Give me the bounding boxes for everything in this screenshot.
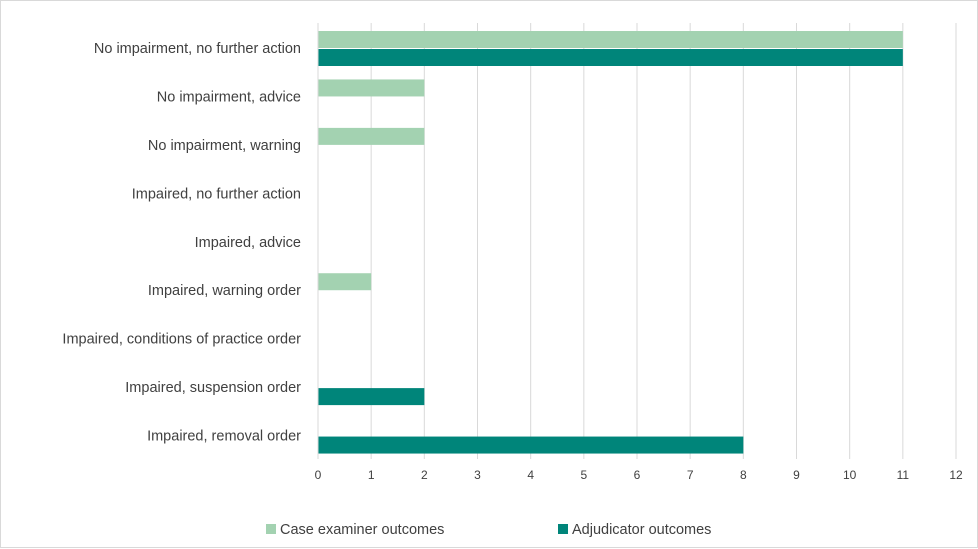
category-label: Impaired, removal order [147, 429, 301, 445]
x-tick-label: 1 [368, 468, 375, 482]
category-label: Impaired, warning order [148, 283, 301, 299]
tick-labels: 0 1 2 3 4 5 6 7 8 9 10 11 12 [315, 468, 963, 482]
x-tick-label: 6 [634, 468, 641, 482]
legend-swatch [558, 524, 568, 534]
x-tick-label: 11 [897, 468, 910, 482]
x-tick-label: 9 [793, 468, 800, 482]
x-tick-label: 0 [315, 468, 322, 482]
x-tick-label: 4 [527, 468, 534, 482]
case-examiner-bar [318, 127, 425, 145]
category-label: Impaired, advice [195, 235, 301, 251]
x-tick-label: 5 [580, 468, 587, 482]
x-tick-label: 3 [474, 468, 481, 482]
case-examiner-bar [318, 31, 903, 48]
category-labels: No impairment, no further action No impai… [62, 41, 301, 445]
category-label: Impaired, conditions of practice order [62, 332, 301, 348]
legend-label: Case examiner outcomes [280, 522, 444, 538]
legend-swatch [266, 524, 276, 534]
x-tick-label: 8 [740, 468, 747, 482]
adjudicator-bar [318, 49, 903, 66]
category-label: Impaired, no further action [132, 186, 301, 202]
x-tick-label: 12 [949, 468, 963, 482]
category-label: Impaired, suspension order [125, 380, 301, 396]
case-examiner-bar [318, 273, 372, 291]
case-examiner-bar [318, 79, 425, 97]
legend-label: Adjudicator outcomes [572, 522, 711, 538]
legend: Case examiner outcomes Adjudicator outcom… [266, 522, 711, 538]
adjudicator-bar [318, 436, 744, 454]
category-label: No impairment, no further action [94, 41, 301, 57]
category-label: No impairment, warning [148, 138, 301, 154]
category-label: No impairment, advice [157, 89, 301, 105]
bars [318, 31, 903, 454]
x-tick-label: 2 [421, 468, 428, 482]
gridlines [370, 23, 957, 459]
adjudicator-bar [318, 388, 425, 406]
x-tick-label: 10 [843, 468, 857, 482]
x-tick-label: 7 [687, 468, 694, 482]
